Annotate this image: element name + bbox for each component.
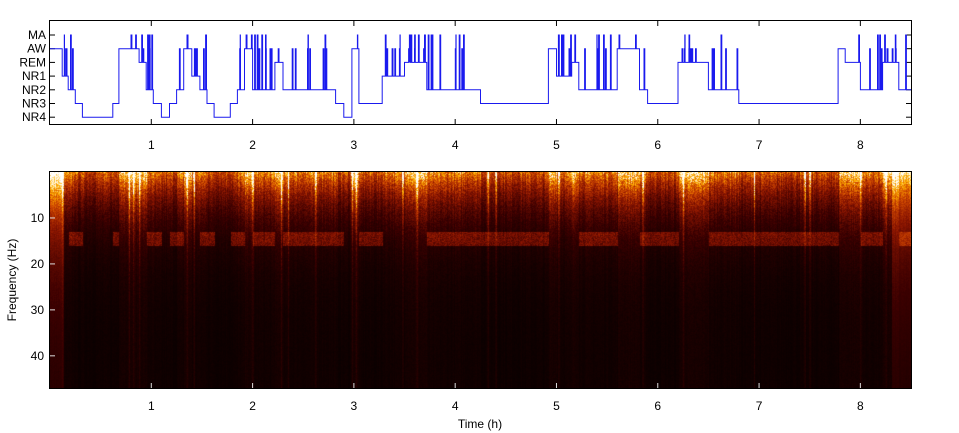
hypnogram-y-tick-label: NR2: [22, 83, 46, 97]
hypnogram-y-tick-label: AW: [27, 42, 47, 56]
hypnogram-axes-frame: [49, 20, 912, 125]
spectrogram-x-tick-label: 6: [654, 399, 661, 413]
hypnogram-x-tick-label: 4: [452, 138, 459, 152]
hypnogram-y-tick-label: MA: [28, 28, 46, 42]
spectrogram-panel: 10 20 30 40 1 2 3 4 5 6 7 8 Time (h) Frequency (Hz…: [5, 171, 912, 431]
hypnogram-x-tick-label: 6: [654, 138, 661, 152]
spectrogram-y-tick-label: 20: [31, 257, 45, 271]
spectrogram-x-tick-label: 3: [351, 399, 358, 413]
hypnogram-x-tick-label: 8: [857, 138, 864, 152]
spectrogram-y-tick-label: 30: [31, 303, 45, 317]
hypnogram-y-tick-label: NR4: [22, 110, 46, 124]
spectrogram-y-tick-label: 40: [31, 349, 45, 363]
spectrogram-x-tick-label: 7: [756, 399, 763, 413]
spectrogram-x-axis: 1 2 3 4 5 6 7 8: [148, 383, 864, 413]
spectrogram-image: [50, 172, 911, 388]
spectrogram-x-tick-label: 1: [148, 399, 155, 413]
spectrogram-x-tick-label: 8: [857, 399, 864, 413]
hypnogram-y-tick-label: REM: [19, 55, 46, 69]
spectrogram-x-tick-label: 4: [452, 399, 459, 413]
y-axis-title: Frequency (Hz): [5, 239, 19, 322]
hypnogram-y-tick-label: NR1: [22, 69, 46, 83]
spectrogram-y-tick-label: 10: [31, 211, 45, 225]
spectrogram-x-tick-label: 5: [553, 399, 560, 413]
spectrogram-axes-frame: [49, 171, 912, 389]
hypnogram-x-tick-label: 1: [148, 138, 155, 152]
hypnogram-x-tick-label: 2: [249, 138, 256, 152]
hypnogram-y-tick-label: NR3: [22, 97, 46, 111]
hypnogram-line: [50, 34, 911, 118]
hypnogram-x-tick-label: 7: [756, 138, 763, 152]
spectrogram-x-tick-label: 2: [249, 399, 256, 413]
hypnogram-x-axis: 1 2 3 4 5 6 7 8: [148, 21, 864, 152]
hypnogram-x-tick-label: 3: [351, 138, 358, 152]
spectrogram-y-axis: 10 20 30 40: [31, 211, 55, 363]
x-axis-title: Time (h): [458, 417, 502, 431]
hypnogram-x-tick-label: 5: [553, 138, 560, 152]
